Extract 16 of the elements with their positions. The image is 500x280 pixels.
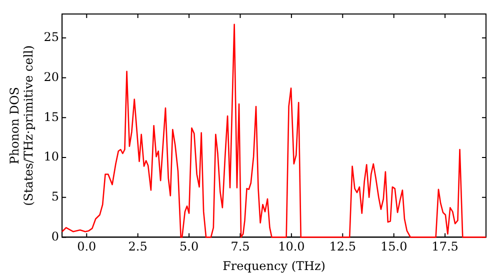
y-tick-label: 5 xyxy=(51,189,60,204)
y-tick-label: 0 xyxy=(51,229,60,244)
x-tick-label: 12.5 xyxy=(329,240,356,254)
x-tick-label: 17.5 xyxy=(432,240,458,254)
x-tick-label: 2.5 xyxy=(128,240,148,254)
x-tick-label: 5.0 xyxy=(179,240,199,254)
x-tick-label: 0.0 xyxy=(77,240,96,254)
x-tick-label: 15.0 xyxy=(380,240,408,254)
x-axis-title: Frequency (THz) xyxy=(222,258,326,273)
y-tick-label: 25 xyxy=(44,30,60,44)
y-tick-label: 10 xyxy=(44,150,60,164)
y-axis-title: Phonon DOS (States/THz·primitive cell) xyxy=(7,45,36,206)
y-tick-label: 15 xyxy=(44,110,60,124)
x-tick-label: 10.0 xyxy=(278,240,305,254)
y-tick-label: 20 xyxy=(44,70,60,84)
x-tick-label: 7.5 xyxy=(230,240,250,254)
